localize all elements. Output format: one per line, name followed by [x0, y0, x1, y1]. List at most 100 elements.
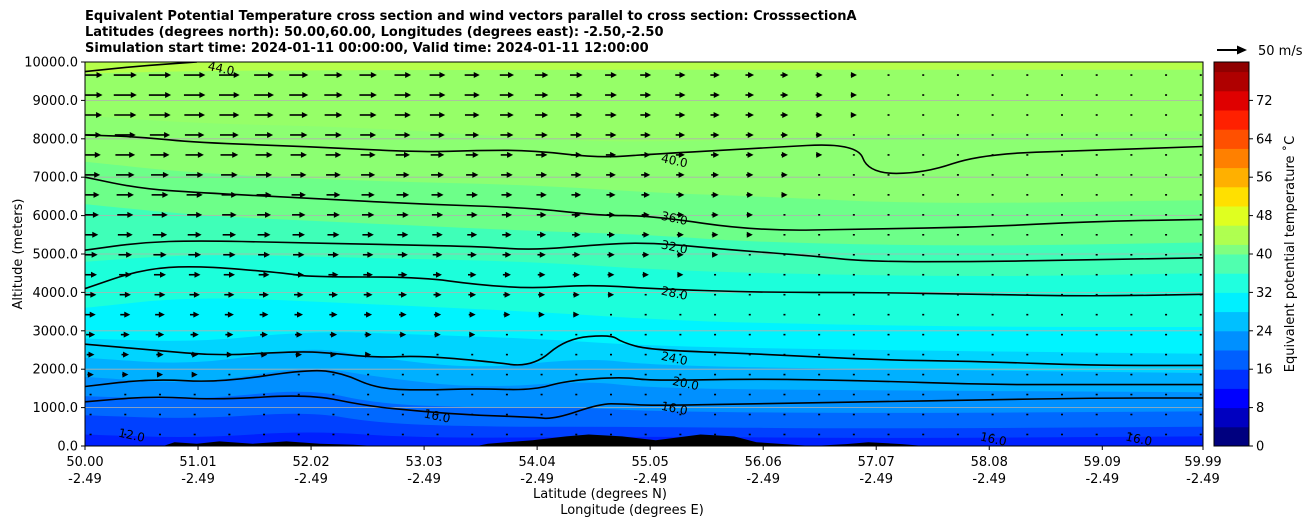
wind-vector-head [296, 351, 303, 358]
wind-vector [575, 333, 578, 336]
wind-vector [263, 413, 266, 416]
title-line-3: Simulation start time: 2024-01-11 00:00:… [85, 41, 649, 56]
wind-vector [436, 413, 439, 416]
wind-vector [818, 273, 821, 276]
wind-vector [1026, 194, 1029, 196]
y-tick-label-8: 8000.0 [33, 132, 79, 147]
wind-vector-head [816, 92, 823, 99]
wind-vector [818, 313, 821, 316]
wind-vector-head [679, 72, 686, 79]
wind-vector-head [542, 111, 549, 118]
wind-vector-head [404, 131, 411, 138]
wind-vector [991, 373, 994, 376]
wind-vector [575, 353, 578, 356]
wind-vector [1130, 174, 1133, 176]
wind-vector [783, 313, 786, 316]
wind-vector [1026, 373, 1029, 376]
wind-vector [783, 293, 786, 296]
wind-vector [991, 333, 994, 336]
wind-vector [89, 413, 92, 416]
wind-vector-head [91, 271, 98, 278]
colorbar-segment [1214, 417, 1249, 428]
wind-vector-head [438, 131, 445, 138]
wind-vector [956, 214, 959, 216]
colorbar-segment [1214, 138, 1249, 149]
wind-vector-head [231, 191, 238, 198]
wind-vector [1165, 273, 1168, 276]
colorbar-segment [1214, 110, 1249, 121]
wind-vector [1095, 433, 1098, 436]
wind-vector [1130, 74, 1133, 76]
colorbar-segment [1214, 407, 1249, 418]
wind-vector [401, 353, 404, 356]
wind-vector-head [331, 311, 338, 318]
wind-vector [1095, 313, 1098, 316]
wind-vector [818, 413, 821, 416]
wind-vector-head [336, 72, 343, 79]
wind-vector [922, 134, 925, 136]
wind-vector-head [164, 111, 171, 118]
colorbar-segment [1214, 321, 1249, 332]
wind-vector [991, 94, 994, 96]
wind-vector [748, 373, 751, 376]
wind-vector [922, 253, 925, 256]
wind-vector-head [713, 131, 720, 138]
wind-vector [714, 433, 717, 436]
wind-vector [818, 293, 821, 296]
wind-vector-head [299, 191, 306, 198]
colorbar-segment [1214, 282, 1249, 293]
wind-vector [1060, 94, 1063, 96]
chart-title: Equivalent Potential Temperature cross s… [85, 9, 857, 57]
colorbar-segment [1214, 196, 1249, 207]
wind-vector [1130, 134, 1133, 136]
colorbar-segment [1214, 81, 1249, 92]
wind-vector-head [266, 171, 273, 178]
wind-vector [367, 393, 370, 396]
wind-vector [679, 393, 682, 396]
wind-vector [1199, 333, 1202, 336]
wind-vector-head [540, 211, 547, 218]
wind-vector [1026, 253, 1029, 256]
wind-vector-head [541, 171, 548, 178]
wind-vector-head [233, 92, 240, 99]
wind-vector [922, 174, 925, 176]
wind-vector-head [298, 231, 305, 238]
colorbar-segment [1214, 388, 1249, 399]
x-tick-label-lat-0: 50.00 [66, 455, 103, 470]
wind-vector [1060, 253, 1063, 256]
wind-vector [887, 433, 890, 436]
wind-vector [1199, 293, 1202, 296]
wind-vector [193, 433, 196, 436]
wind-vector-head [573, 271, 580, 278]
wind-vector [471, 353, 474, 356]
contour-label-2: 32.0 [660, 238, 689, 257]
wind-vector-head [92, 231, 99, 238]
wind-vector [887, 134, 890, 136]
wind-vector [852, 353, 855, 356]
wind-vector [991, 134, 994, 136]
wind-vector-head [645, 72, 652, 79]
wind-vector-head [159, 291, 166, 298]
wind-vector-head [437, 171, 444, 178]
contour-label-9: 16.0 [979, 430, 1008, 449]
wind-vector-head [404, 111, 411, 118]
wind-vector [714, 393, 717, 396]
wind-vector [1095, 253, 1098, 256]
quiver-key-label: 50 m/s [1258, 44, 1303, 59]
wind-vector-head [506, 171, 513, 178]
wind-vector [540, 353, 543, 356]
wind-vector [1199, 234, 1202, 236]
wind-vector-head [296, 331, 303, 338]
wind-vector [263, 433, 266, 436]
wind-vector [1165, 393, 1168, 396]
x-tick-label-lon-3: -2.49 [407, 472, 441, 487]
wind-vector-head [266, 151, 273, 158]
wind-vector [1026, 433, 1029, 436]
wind-vector [1165, 433, 1168, 436]
wind-vector-head [366, 311, 373, 318]
wind-vector-head [165, 92, 172, 99]
wind-vector [436, 373, 439, 376]
wind-vector-head [368, 211, 375, 218]
wind-vector-head [334, 191, 341, 198]
wind-vector-head [331, 331, 338, 338]
